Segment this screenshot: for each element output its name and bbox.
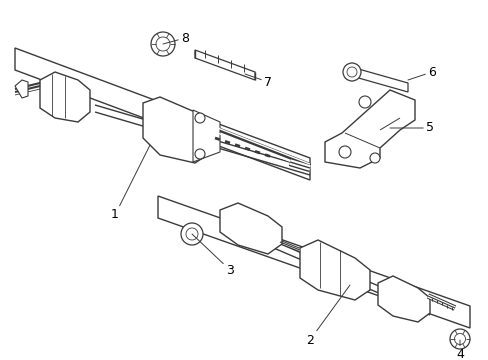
Circle shape bbox=[185, 228, 198, 240]
Text: 7: 7 bbox=[244, 74, 271, 89]
Circle shape bbox=[342, 63, 360, 81]
Circle shape bbox=[156, 37, 170, 51]
Text: 8: 8 bbox=[163, 31, 189, 45]
Polygon shape bbox=[195, 50, 254, 80]
Circle shape bbox=[181, 223, 203, 245]
Text: 2: 2 bbox=[305, 285, 349, 346]
Polygon shape bbox=[220, 203, 282, 254]
Polygon shape bbox=[354, 68, 407, 92]
Circle shape bbox=[195, 113, 204, 123]
Polygon shape bbox=[142, 97, 215, 163]
Text: 5: 5 bbox=[389, 121, 433, 135]
Text: 1: 1 bbox=[111, 145, 150, 221]
Circle shape bbox=[358, 96, 370, 108]
Text: 6: 6 bbox=[407, 66, 435, 80]
Polygon shape bbox=[299, 240, 369, 300]
Polygon shape bbox=[40, 72, 90, 122]
Circle shape bbox=[449, 329, 469, 349]
Polygon shape bbox=[377, 276, 429, 322]
Text: 3: 3 bbox=[192, 234, 233, 276]
Polygon shape bbox=[158, 196, 469, 328]
Circle shape bbox=[453, 333, 465, 345]
Circle shape bbox=[151, 32, 175, 56]
Circle shape bbox=[346, 67, 356, 77]
Circle shape bbox=[338, 146, 350, 158]
Text: 4: 4 bbox=[455, 340, 463, 360]
Polygon shape bbox=[15, 48, 309, 180]
Circle shape bbox=[369, 153, 379, 163]
Polygon shape bbox=[325, 90, 414, 168]
Polygon shape bbox=[193, 110, 220, 162]
Circle shape bbox=[195, 149, 204, 159]
Polygon shape bbox=[15, 80, 28, 98]
